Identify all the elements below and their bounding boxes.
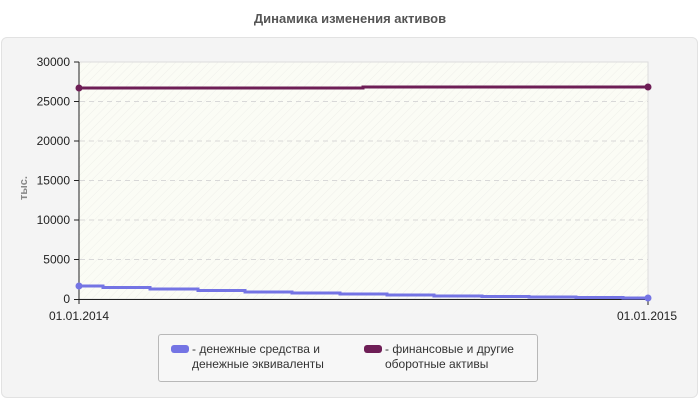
svg-text:01.01.2015: 01.01.2015 bbox=[617, 309, 677, 323]
svg-text:5000: 5000 bbox=[43, 253, 70, 267]
svg-text:15000: 15000 bbox=[37, 174, 71, 188]
svg-text:01.01.2014: 01.01.2014 bbox=[49, 309, 109, 323]
legend: - денежные средства и денежные эквивален… bbox=[158, 334, 538, 382]
legend-swatch-cash-icon bbox=[171, 345, 189, 353]
svg-text:30000: 30000 bbox=[37, 55, 71, 69]
series-financial-point-end[interactable] bbox=[644, 83, 652, 91]
svg-text:0: 0 bbox=[63, 292, 70, 306]
svg-text:10000: 10000 bbox=[37, 213, 71, 227]
series-cash-point-end[interactable] bbox=[644, 294, 652, 302]
svg-text:20000: 20000 bbox=[37, 134, 71, 148]
legend-swatch-financial-icon bbox=[364, 345, 382, 353]
series-cash-point-start[interactable] bbox=[75, 282, 83, 290]
legend-item-cash[interactable]: - денежные средства и денежные эквивален… bbox=[171, 342, 324, 372]
legend-label-cash: - денежные средства и денежные эквивален… bbox=[192, 342, 324, 371]
series-financial-line bbox=[79, 85, 648, 90]
gridlines bbox=[80, 101, 648, 260]
y-tick-labels: 30000 25000 20000 15000 10000 5000 0 bbox=[37, 55, 71, 306]
x-tick-labels: 01.01.2014 01.01.2015 bbox=[49, 309, 677, 323]
series-financial-point-start[interactable] bbox=[75, 84, 83, 92]
chart-title: Динамика изменения активов bbox=[253, 11, 447, 26]
legend-label-financial: - финансовые и другие оборотные активы bbox=[385, 342, 514, 371]
svg-text:25000: 25000 bbox=[37, 95, 71, 109]
series-cash-line bbox=[79, 284, 648, 300]
y-axis-label: тыс. bbox=[18, 176, 30, 200]
legend-item-financial[interactable]: - финансовые и другие оборотные активы bbox=[364, 342, 514, 372]
